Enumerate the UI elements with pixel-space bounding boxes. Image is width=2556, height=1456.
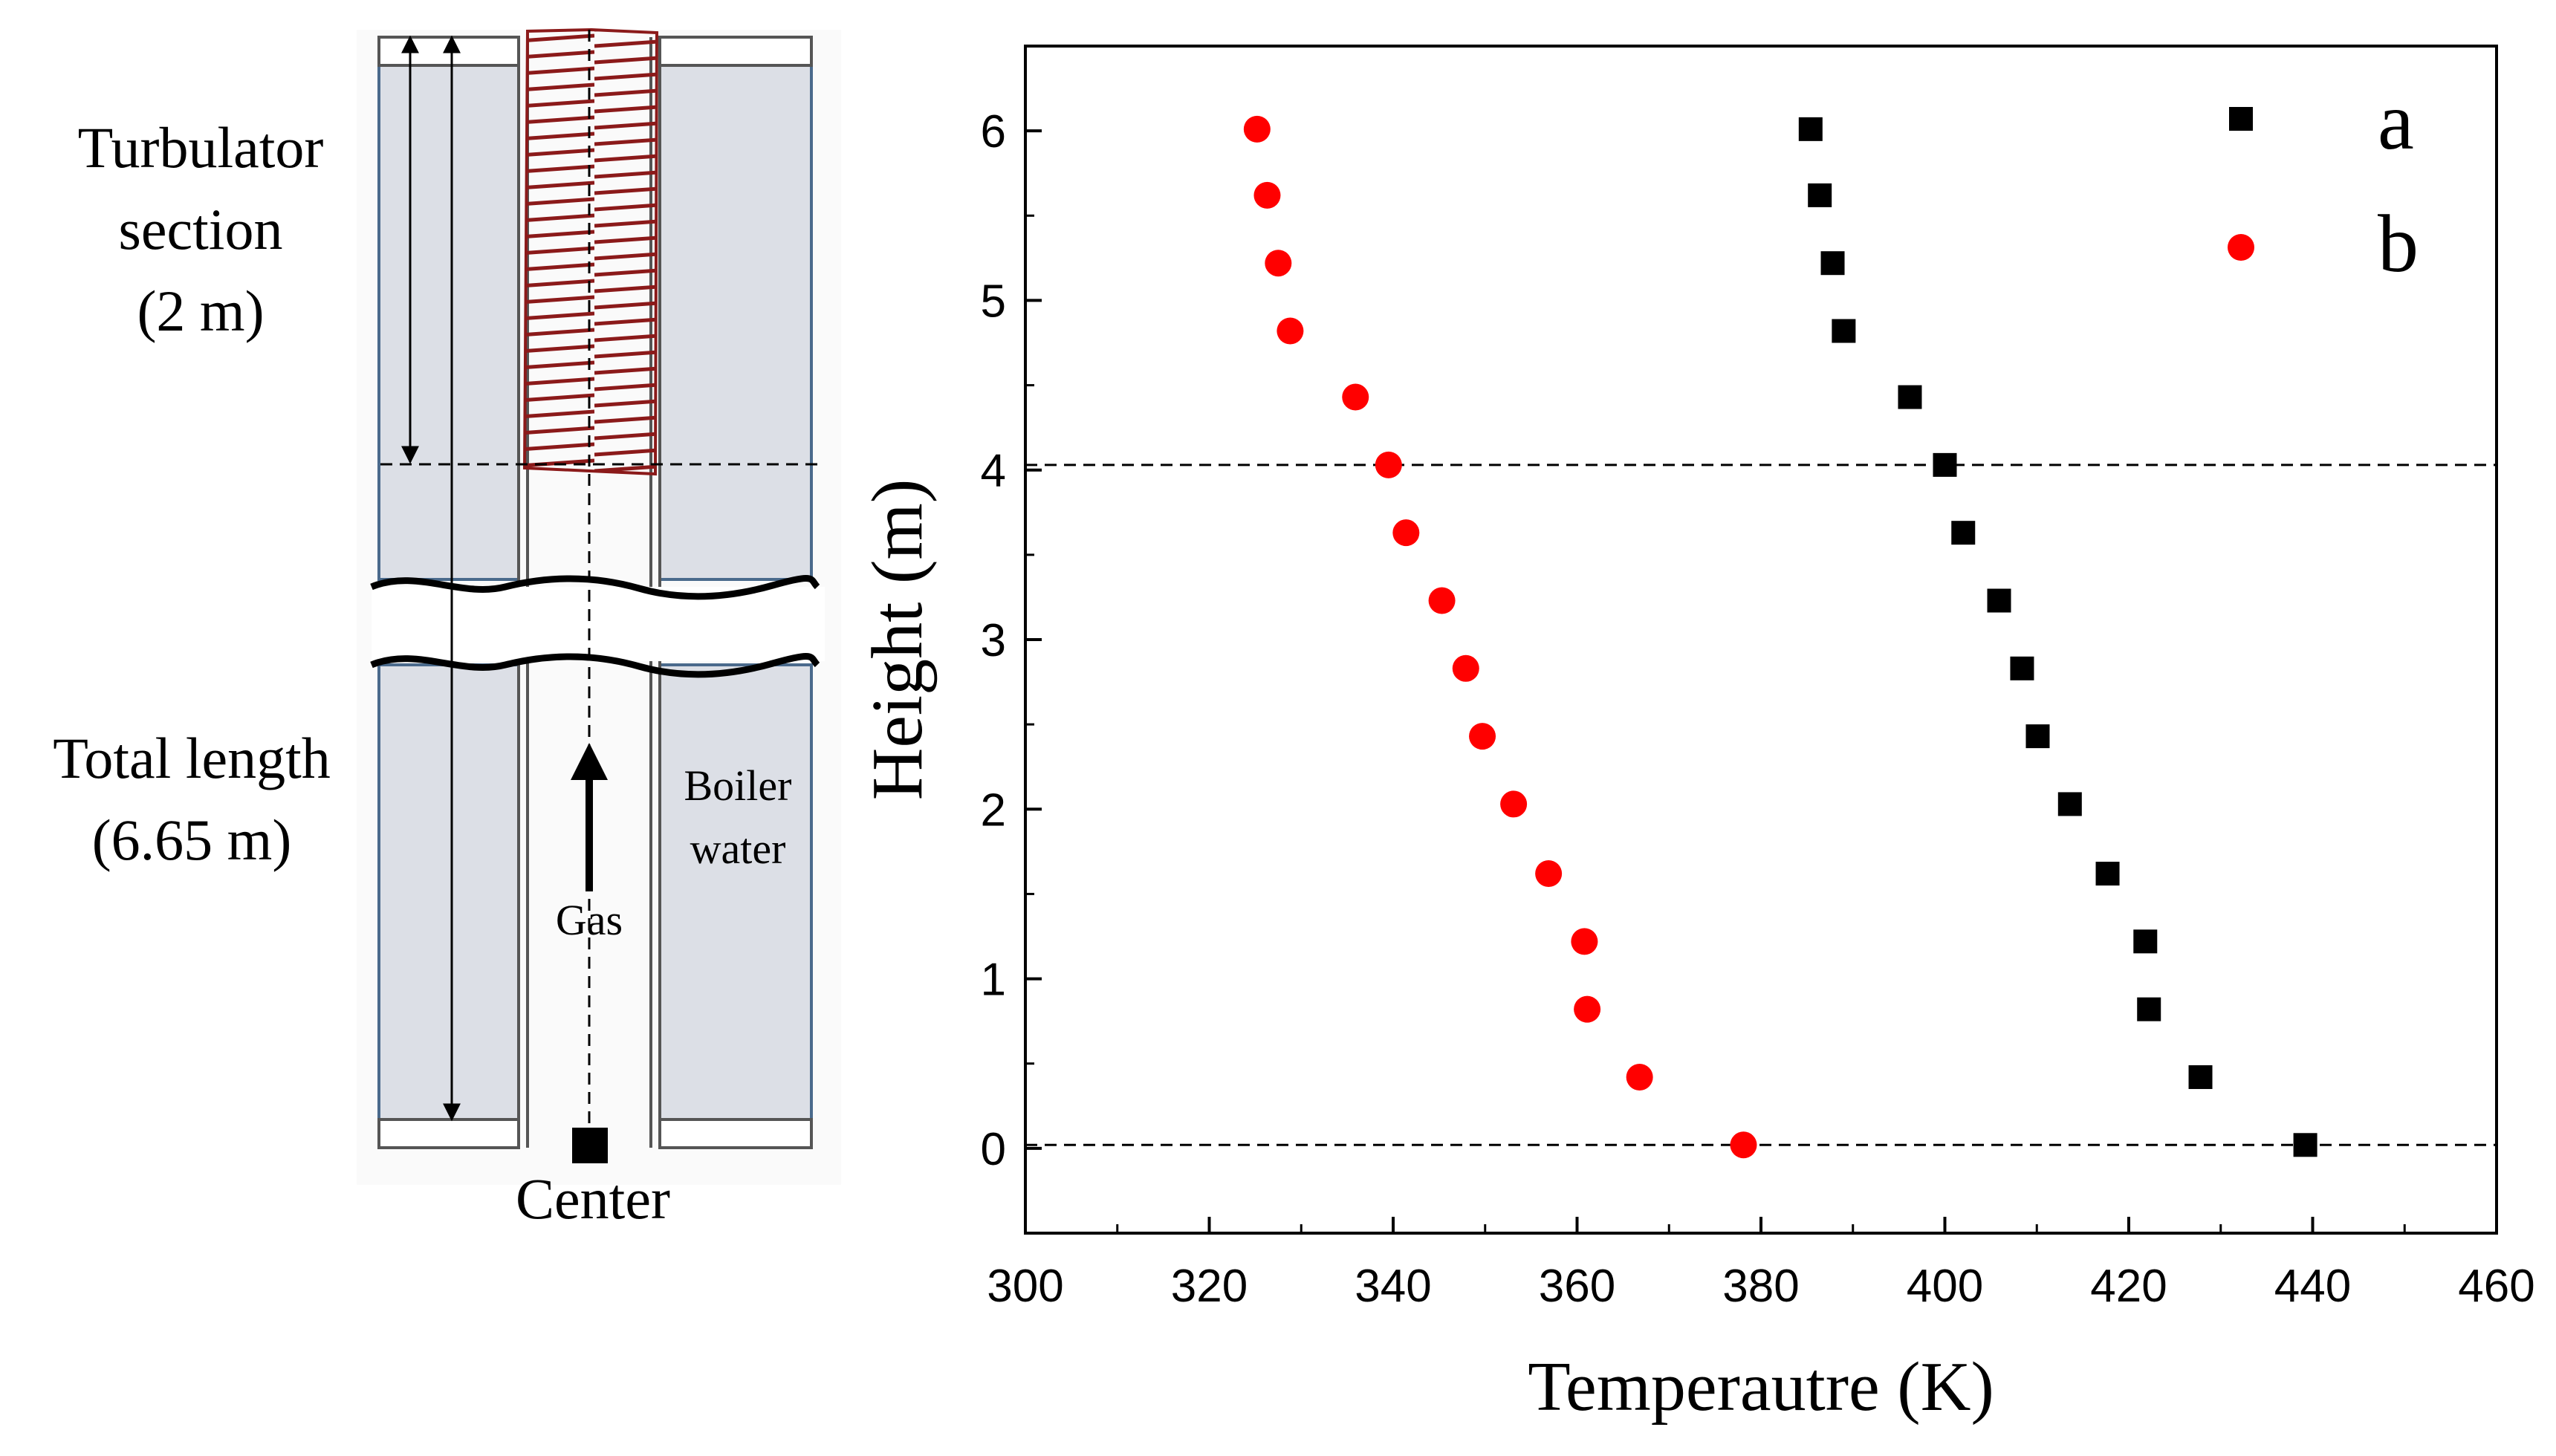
point-series-b (1574, 995, 1601, 1023)
point-series-a (2095, 862, 2120, 886)
data-points (1243, 115, 2317, 1159)
x-tick-label: 380 (1722, 1261, 1799, 1312)
bottom-cap-left (377, 1118, 520, 1149)
total-length-label-line2: (6.65 m) (92, 807, 292, 872)
point-series-a (2188, 1065, 2213, 1089)
point-series-b (1730, 1131, 1757, 1159)
point-series-a (2057, 792, 2082, 816)
section-break (372, 587, 825, 661)
bottom-cap-right (658, 1118, 813, 1149)
center-marker (572, 1128, 608, 1163)
legend-marker-a (2229, 107, 2253, 131)
point-series-a (1951, 521, 1976, 545)
x-tick-label: 420 (2090, 1261, 2167, 1312)
left-water-jacket-lower (377, 663, 520, 1121)
y-tick-label: 3 (981, 615, 1006, 666)
y-axis: 0 1 2 3 4 5 6 (981, 45, 1042, 1235)
y-tick-label: 4 (981, 446, 1006, 497)
right-water-jacket-lower (658, 663, 813, 1121)
point-series-a (1798, 117, 1823, 141)
x-axis: 300 320 340 360 380 400 420 440 460 (987, 1217, 2535, 1312)
y-axis-label: Height (m) (857, 479, 938, 801)
point-series-a (1898, 385, 1922, 409)
point-series-b (1500, 790, 1528, 818)
x-tick-label: 300 (987, 1261, 1063, 1312)
boiler-water-label-line1: Boiler (684, 761, 792, 810)
turbulator-coil (522, 27, 659, 476)
point-series-a (2010, 656, 2034, 680)
turbulator-label-line1: Turbulator (78, 115, 324, 180)
y-tick-label: 2 (981, 784, 1006, 836)
temperature-height-chart: 300 320 340 360 380 400 420 440 460 0 1 2 3 4 5 6 ab T… (857, 45, 2535, 1426)
point-series-a (2025, 724, 2050, 749)
left-water-jacket-upper (377, 64, 520, 581)
point-series-b (1342, 383, 1369, 411)
point-series-b (1277, 317, 1304, 345)
point-series-b (1626, 1063, 1653, 1091)
legend-label-a: a (2378, 76, 2414, 166)
top-cap-right (658, 36, 813, 67)
y-tick-label: 5 (981, 276, 1006, 327)
plot-frame (1024, 45, 2498, 1235)
point-series-b (1392, 519, 1420, 547)
x-tick-label: 320 (1171, 1261, 1248, 1312)
x-tick-label: 460 (2458, 1261, 2534, 1312)
point-series-b (1452, 654, 1479, 682)
gas-label: Gas (556, 896, 623, 944)
x-tick-label: 440 (2274, 1261, 2351, 1312)
point-series-a (2137, 997, 2161, 1021)
boiler-schematic: Turbulator section (2 m) Total length (6… (53, 27, 841, 1231)
x-axis-label: Temperautre (K) (1528, 1348, 1994, 1426)
y-tick-label: 0 (981, 1124, 1006, 1175)
x-tick-label: 340 (1355, 1261, 1431, 1312)
point-series-b (1535, 860, 1563, 888)
turbulator-label-line2: section (119, 197, 283, 261)
center-label: Center (516, 1166, 670, 1231)
turbulator-label-line3: (2 m) (137, 279, 264, 343)
reference-lines (1025, 464, 2497, 1146)
point-series-a (1987, 588, 2011, 613)
point-series-a (1808, 183, 1832, 207)
x-tick-label: 360 (1539, 1261, 1615, 1312)
legend: ab (2228, 76, 2419, 289)
point-series-a (1832, 319, 1856, 343)
point-series-b (1469, 723, 1496, 750)
point-series-a (1933, 452, 1957, 477)
point-series-b (1265, 250, 1292, 277)
x-tick-label: 400 (1907, 1261, 1983, 1312)
y-tick-label: 6 (981, 106, 1006, 157)
legend-marker-b (2228, 234, 2254, 261)
boiler-water-label-line2: water (690, 825, 786, 873)
point-series-a (2133, 929, 2158, 954)
y-tick-label: 1 (981, 955, 1006, 1006)
legend-label-b: b (2378, 198, 2419, 289)
point-series-b (1375, 451, 1402, 478)
point-series-b (1571, 928, 1598, 955)
point-series-a (2293, 1133, 2317, 1157)
point-series-b (1253, 181, 1281, 209)
right-water-jacket-upper (658, 64, 813, 581)
top-cap-left (377, 36, 520, 67)
total-length-label-line1: Total length (53, 726, 331, 790)
point-series-b (1428, 587, 1456, 614)
point-series-a (1820, 251, 1845, 276)
point-series-b (1243, 115, 1271, 143)
